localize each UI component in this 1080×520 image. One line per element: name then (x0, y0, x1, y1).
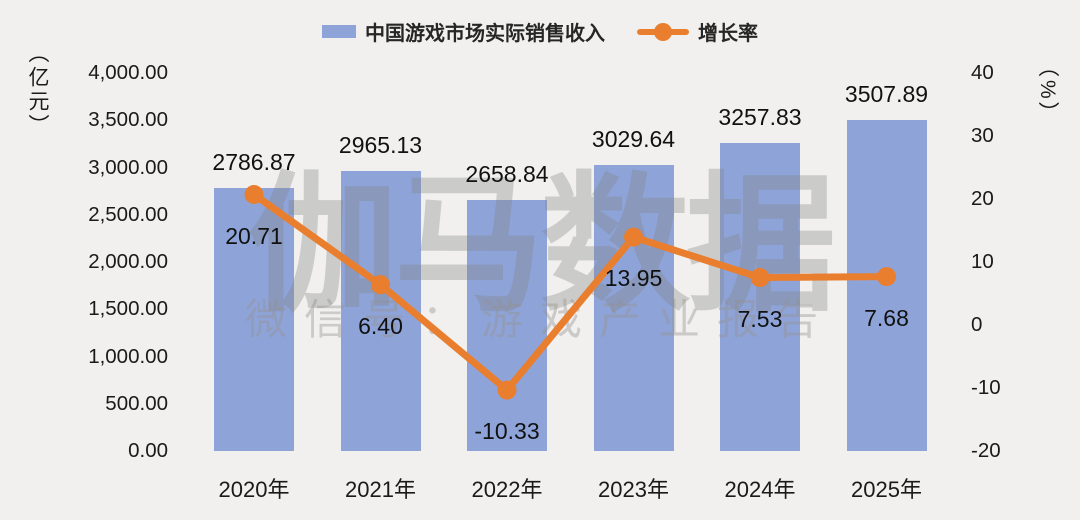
right-axis-tick: 20 (971, 187, 994, 210)
left-axis-tick: 500.00 (105, 391, 168, 415)
growth-point (750, 268, 770, 288)
right-axis-tick: 10 (971, 250, 994, 273)
left-axis-tick: 1,000.00 (88, 344, 168, 368)
x-axis-label: 2020年 (218, 477, 290, 502)
legend-item-revenue: 中国游戏市场实际销售收入 (322, 17, 605, 46)
left-axis-unit: （亿元） (26, 42, 49, 138)
line-marker-icon (637, 22, 689, 42)
x-axis-label: 2025年 (851, 477, 922, 502)
growth-value-label: 6.40 (358, 312, 403, 339)
right-axis-tick: 40 (971, 61, 994, 84)
right-axis-tick: -10 (971, 376, 1001, 399)
left-axis-tick: 1,500.00 (88, 297, 168, 321)
right-axis-tick: -20 (971, 439, 1001, 462)
bar (720, 143, 800, 451)
growth-point (244, 185, 264, 205)
growth-value-label: -10.33 (474, 418, 540, 445)
left-axis-tick: 4,000.00 (88, 61, 168, 84)
right-axis-unit: （%） (1036, 56, 1059, 126)
growth-value-label: 7.53 (737, 305, 783, 332)
bar (467, 199, 547, 451)
legend-revenue-label: 中国游戏市场实际销售收入 (365, 23, 605, 45)
legend-item-growth: 增长率 (637, 17, 758, 46)
x-axis-label: 2022年 (471, 477, 543, 502)
bar (214, 187, 294, 451)
bar-value-label: 2786.87 (212, 148, 296, 175)
growth-value-label: 13.95 (604, 265, 663, 292)
growth-value-label: 7.68 (864, 304, 909, 331)
x-axis-label: 2024年 (724, 477, 796, 502)
right-axis-tick: 0 (971, 313, 983, 336)
left-axis-tick: 3,000.00 (88, 155, 168, 179)
growth-point (497, 380, 517, 400)
bar-swatch-icon (322, 25, 356, 38)
growth-point (371, 275, 390, 295)
left-axis-tick: 2,000.00 (88, 250, 168, 273)
growth-point (877, 267, 896, 287)
bar (593, 164, 674, 451)
bar-value-label: 3257.83 (718, 104, 802, 131)
legend: 中国游戏市场实际销售收入 增长率 (0, 17, 1080, 46)
bar-value-label: 3029.64 (591, 125, 676, 152)
growth-value-label: 20.71 (225, 222, 283, 249)
left-axis-tick: 2,500.00 (88, 202, 168, 226)
bar-value-label: 3507.89 (844, 80, 929, 107)
x-axis-label: 2021年 (345, 477, 416, 502)
right-axis-tick: 30 (971, 124, 994, 147)
legend-growth-label: 增长率 (698, 23, 758, 45)
bar-value-label: 2965.13 (338, 131, 423, 158)
bar-value-label: 2658.84 (465, 160, 549, 187)
left-axis-tick: 0.00 (128, 439, 168, 462)
growth-line-path (250, 191, 890, 394)
growth-point (624, 227, 643, 247)
left-axis-tick: 3,500.00 (88, 108, 168, 132)
x-axis-label: 2023年 (598, 477, 669, 502)
